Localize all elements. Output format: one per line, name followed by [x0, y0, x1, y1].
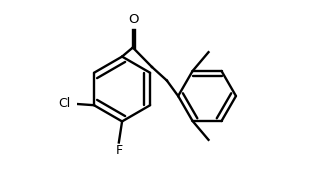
Text: F: F — [115, 144, 122, 157]
Text: Cl: Cl — [58, 97, 71, 110]
Text: O: O — [128, 13, 139, 26]
